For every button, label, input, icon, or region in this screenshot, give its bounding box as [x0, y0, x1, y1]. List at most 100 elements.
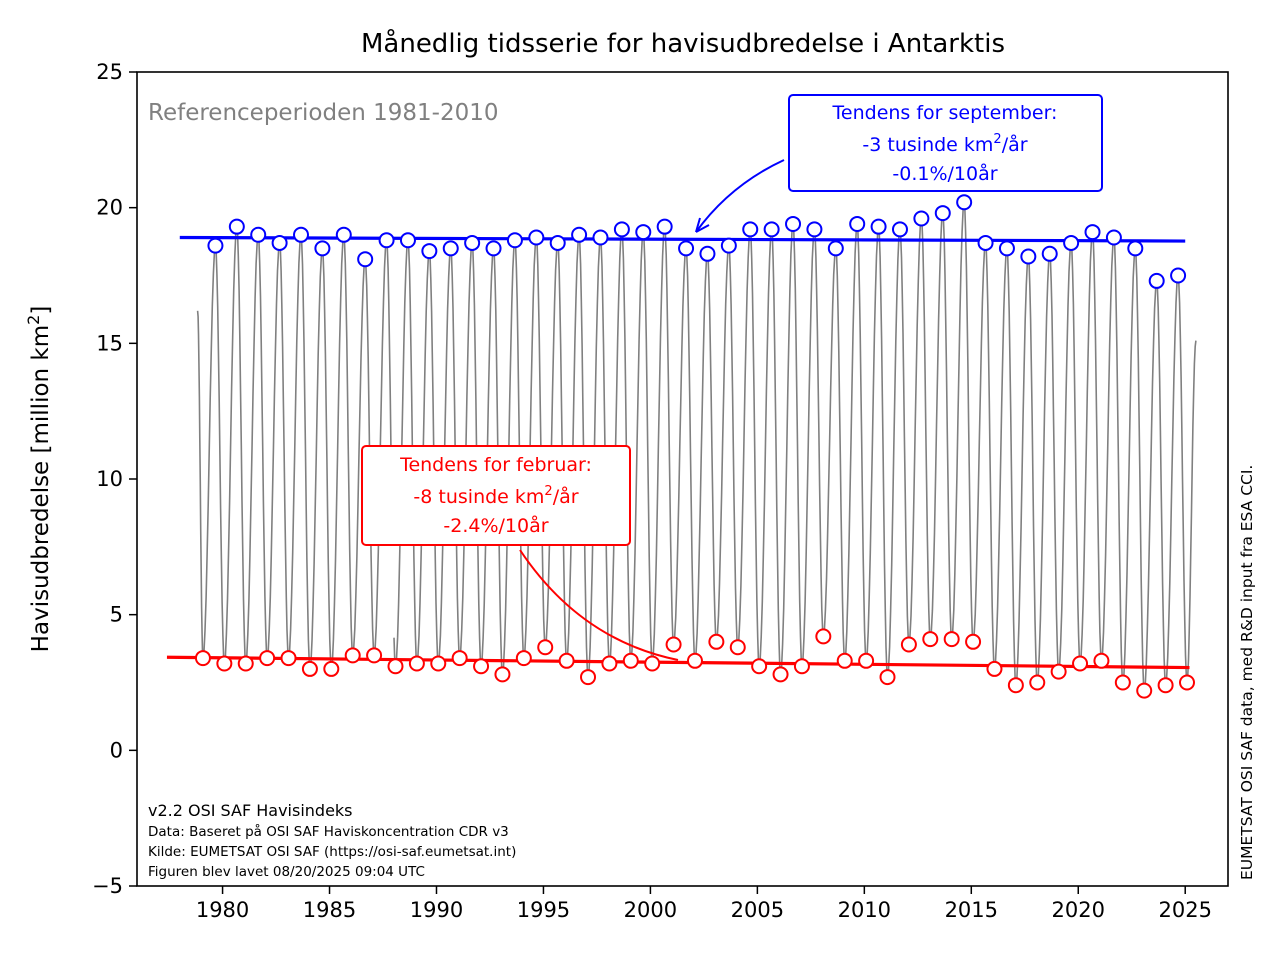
september-marker [806, 221, 823, 238]
september-marker [571, 226, 588, 243]
february-marker [622, 652, 639, 669]
february-trend-line [166, 655, 1190, 670]
september-marker [977, 234, 994, 251]
february-marker [194, 650, 211, 667]
february-marker [1136, 682, 1153, 699]
february-marker [900, 636, 917, 653]
february-marker [836, 652, 853, 669]
february-marker [451, 650, 468, 667]
september-marker [891, 221, 908, 238]
september-marker [1084, 224, 1101, 241]
february-marker [344, 647, 361, 664]
september-marker [635, 224, 652, 241]
february-marker [751, 658, 768, 675]
february-annotation-line1: Tendens for februar: [399, 454, 592, 476]
september-marker [1105, 229, 1122, 246]
september-trend-line [179, 235, 1186, 243]
september-marker [592, 229, 609, 246]
y-tick-label: 25 [96, 60, 123, 84]
x-tick-label: 1995 [517, 898, 570, 922]
september-marker [656, 218, 673, 235]
february-marker [366, 647, 383, 664]
february-marker [858, 652, 875, 669]
february-marker [1029, 674, 1046, 691]
markers [194, 194, 1195, 699]
february-marker [280, 650, 297, 667]
monthly-line-segment [196, 226, 393, 670]
september-marker [228, 218, 245, 235]
september-marker [314, 240, 331, 257]
september-annotation: Tendens for september: -3 tusinde km2/år… [695, 94, 1103, 233]
x-tick-label: 2025 [1158, 898, 1211, 922]
february-marker [665, 636, 682, 653]
february-annotation-line3: -2.4%/10år [443, 514, 548, 537]
february-marker [408, 655, 425, 672]
side-note: EUMETSAT OSI SAF data, med R&D input fra… [1238, 465, 1256, 880]
y-tick-label: 5 [110, 603, 123, 627]
february-marker [430, 655, 447, 672]
september-marker [464, 234, 481, 251]
february-marker [237, 655, 254, 672]
x-tick-label: 1980 [196, 898, 249, 922]
monthly-series [196, 202, 1197, 691]
september-marker [378, 232, 395, 249]
february-marker [387, 658, 404, 675]
february-marker [729, 639, 746, 656]
september-marker [250, 226, 267, 243]
february-marker [301, 660, 318, 677]
february-marker [793, 658, 810, 675]
footer-version: v2.2 OSI SAF Havisindeks [148, 801, 353, 820]
footer-created: Figuren blev lavet 08/20/2025 09:04 UTC [148, 864, 425, 880]
x-tick-label: 2000 [624, 898, 677, 922]
september-marker [442, 240, 459, 257]
february-annotation: Tendens for februar: -8 tusinde km2/år -… [361, 445, 679, 661]
february-marker [965, 633, 982, 650]
february-marker [1050, 663, 1067, 680]
february-marker [259, 650, 276, 667]
february-marker [943, 631, 960, 648]
axis-ticks: 1980 1985 1990 1995 2000 2005 2010 2015 2020 2025… [92, 60, 1212, 922]
september-marker [699, 245, 716, 262]
x-tick-label: 2020 [1052, 898, 1105, 922]
february-marker [1007, 677, 1024, 694]
footer-notes: v2.2 OSI SAF Havisindeks Data: Baseret p… [148, 801, 516, 880]
september-marker [485, 240, 502, 257]
september-marker [549, 234, 566, 251]
february-marker [1114, 674, 1131, 691]
september-marker [1063, 234, 1080, 251]
september-marker [998, 240, 1015, 257]
september-marker [613, 221, 630, 238]
y-axis-label: Havisudbredelse [million km2] [24, 306, 54, 653]
february-annotation-line2: -8 tusinde km2/år [413, 484, 578, 508]
y-tick-label: 0 [110, 738, 123, 762]
x-tick-label: 2015 [945, 898, 998, 922]
y-tick-label: 20 [96, 196, 123, 220]
february-marker [323, 660, 340, 677]
february-marker [922, 631, 939, 648]
february-marker [708, 633, 725, 650]
footer-data: Data: Baseret på OSI SAF Haviskoncentrat… [148, 823, 509, 840]
september-marker [528, 229, 545, 246]
september-marker [742, 221, 759, 238]
september-annotation-line1: Tendens for september: [832, 102, 1058, 124]
february-marker [1157, 677, 1174, 694]
reference-period-label: Referenceperioden 1981-2010 [148, 100, 499, 126]
february-marker [644, 655, 661, 672]
y-tick-label: 10 [96, 467, 123, 491]
y-tick-label: −5 [92, 874, 123, 898]
september-marker [720, 237, 737, 254]
september-marker [335, 226, 352, 243]
september-marker [678, 240, 695, 257]
february-marker [1093, 652, 1110, 669]
september-marker [763, 221, 780, 238]
february-marker [494, 666, 511, 683]
february-marker [515, 650, 532, 667]
september-marker [1148, 272, 1165, 289]
september-annotation-line2: -3 tusinde km2/år [862, 132, 1027, 156]
september-marker [913, 210, 930, 227]
september-marker [399, 232, 416, 249]
february-marker [986, 660, 1003, 677]
x-tick-label: 1990 [410, 898, 463, 922]
x-tick-label: 2010 [838, 898, 891, 922]
september-marker [785, 215, 802, 232]
